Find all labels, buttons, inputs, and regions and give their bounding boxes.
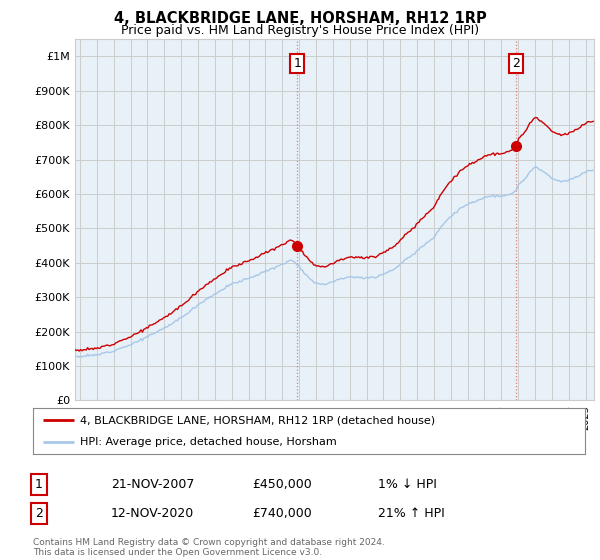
Text: 1: 1 xyxy=(293,57,301,70)
Text: £450,000: £450,000 xyxy=(252,478,312,491)
Text: 1% ↓ HPI: 1% ↓ HPI xyxy=(378,478,437,491)
Text: HPI: Average price, detached house, Horsham: HPI: Average price, detached house, Hors… xyxy=(80,437,337,447)
Text: 4, BLACKBRIDGE LANE, HORSHAM, RH12 1RP (detached house): 4, BLACKBRIDGE LANE, HORSHAM, RH12 1RP (… xyxy=(80,415,435,425)
Text: £740,000: £740,000 xyxy=(252,507,312,520)
Text: 1: 1 xyxy=(35,478,43,491)
Text: 2: 2 xyxy=(512,57,520,70)
Text: Contains HM Land Registry data © Crown copyright and database right 2024.
This d: Contains HM Land Registry data © Crown c… xyxy=(33,538,385,557)
Text: 21% ↑ HPI: 21% ↑ HPI xyxy=(378,507,445,520)
Text: 21-NOV-2007: 21-NOV-2007 xyxy=(111,478,194,491)
Text: 12-NOV-2020: 12-NOV-2020 xyxy=(111,507,194,520)
Text: Price paid vs. HM Land Registry's House Price Index (HPI): Price paid vs. HM Land Registry's House … xyxy=(121,24,479,36)
Text: 2: 2 xyxy=(35,507,43,520)
Text: 4, BLACKBRIDGE LANE, HORSHAM, RH12 1RP: 4, BLACKBRIDGE LANE, HORSHAM, RH12 1RP xyxy=(113,11,487,26)
